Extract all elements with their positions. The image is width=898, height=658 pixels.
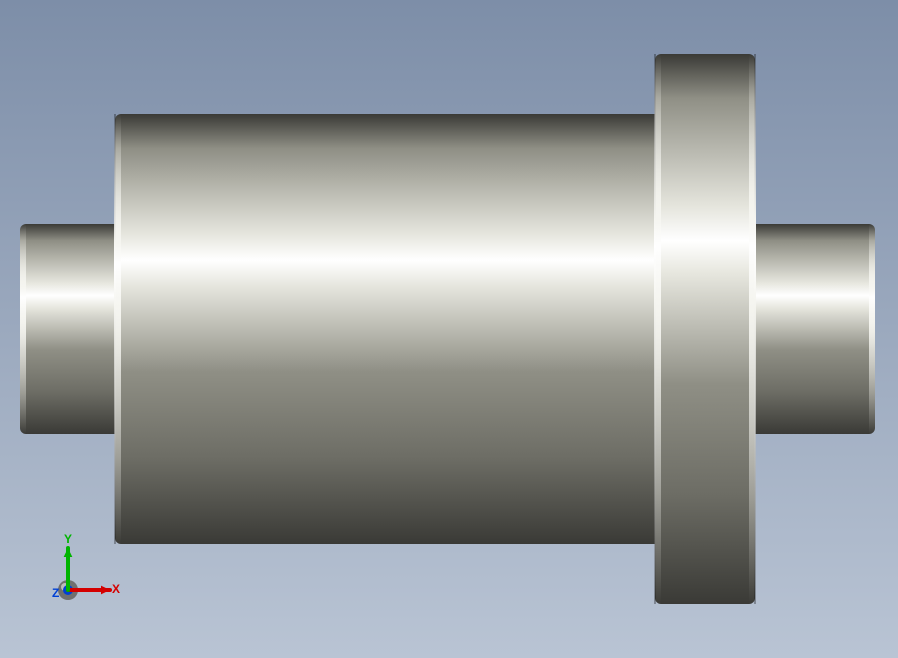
cylinder-flange [655, 54, 755, 604]
axis-x-label: X [112, 582, 120, 596]
edge-highlight [20, 224, 26, 434]
edge-highlight [869, 224, 875, 434]
axis-triad-svg [50, 528, 130, 608]
axis-triad[interactable]: X Y Z [50, 528, 130, 608]
axis-z-label: Z [52, 586, 59, 600]
cylinder-left-stub [20, 224, 115, 434]
cylinder-right-stub [755, 224, 875, 434]
axis-y-label: Y [64, 532, 72, 546]
step-edge [654, 54, 656, 604]
step-edge [754, 54, 756, 604]
revolved-shaft-part[interactable] [0, 0, 898, 658]
step-edge [114, 114, 116, 544]
cylinder-main-body [115, 114, 655, 544]
cad-viewport[interactable]: X Y Z [0, 0, 898, 658]
